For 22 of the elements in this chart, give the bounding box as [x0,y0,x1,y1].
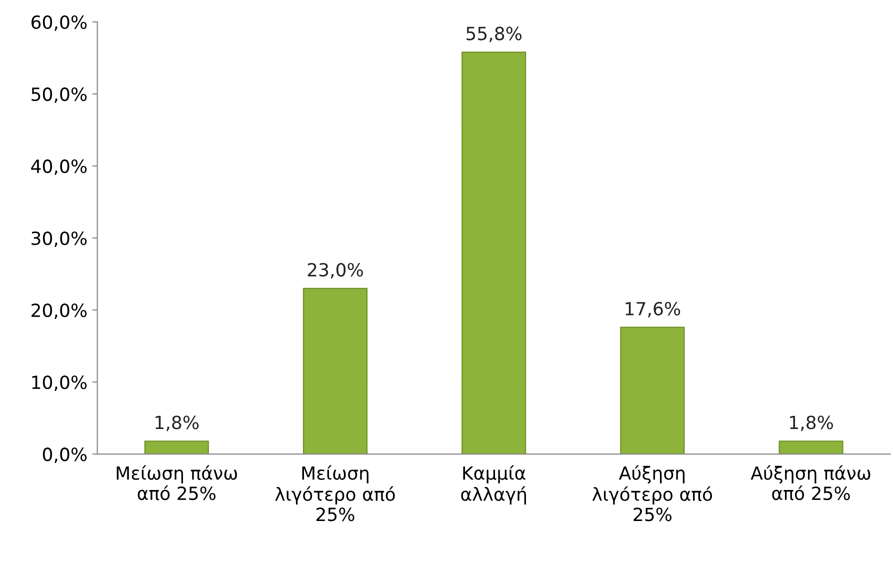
data-label: 1,8% [156,416,199,432]
bar [778,440,844,454]
x-tick-label: Καμμία αλλαγή [461,465,526,504]
x-tick-label: Αύξηση λιγότερο από 25% [592,465,712,522]
y-tick-label: 60,0% [32,15,87,31]
y-tick-label: 30,0% [32,231,87,247]
data-label: 17,6% [626,302,680,318]
y-tick-label: 20,0% [32,303,87,319]
y-tick-label: 40,0% [31,159,87,175]
data-label: 23,0% [308,262,363,278]
bar [144,440,209,454]
data-label: 1,8% [790,416,833,432]
x-tick-label: Μείωση πάνω από 25% [116,465,237,500]
y-tick-label: 50,0% [32,87,87,103]
bar [620,326,685,454]
bar [302,288,368,454]
x-tick-label: Αύξηση πάνω από 25% [750,465,870,500]
data-label: 55,8% [466,26,522,42]
bar [462,52,526,454]
x-tick-label: Μείωση λιγότερο από 25% [275,465,395,522]
y-tick-label: 0,0% [42,448,87,464]
y-tick-label: 10,0% [32,376,87,392]
